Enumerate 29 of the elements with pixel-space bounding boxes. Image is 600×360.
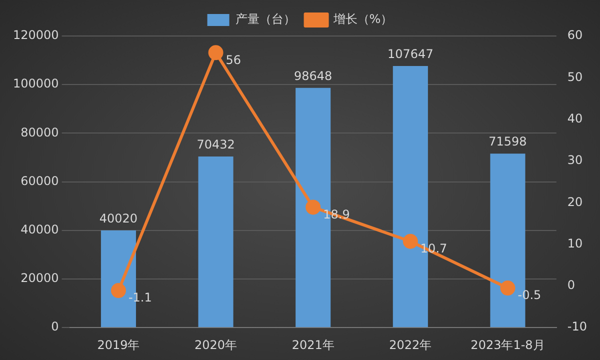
legend-label: 产量（台） [235, 12, 296, 26]
data-label: 70432 [196, 138, 235, 152]
y2-tick-label: 20 [567, 194, 583, 209]
x-tick-label: 2023年1-8月 [470, 338, 545, 352]
y2-tick-label: -10 [567, 320, 588, 334]
data-label: 107647 [388, 47, 434, 62]
data-label: 98648 [294, 69, 332, 84]
y2-tick-label: 60 [567, 28, 583, 42]
y2-tick-label: 40 [567, 111, 583, 126]
x-tick-label: 2019年 [97, 338, 140, 352]
x-tick-label: 2020年 [194, 338, 238, 352]
y-tick-label: 60000 [20, 174, 59, 188]
x-tick-label: 2021年 [292, 338, 334, 352]
data-label: 18.9 [323, 207, 350, 222]
y2-tick-label: 0 [567, 278, 576, 292]
y2-tick-label: 30 [567, 153, 583, 168]
y-tick-label: 120000 [12, 28, 59, 42]
data-label: 40020 [99, 211, 138, 226]
y-tick-label: 40000 [20, 222, 59, 237]
y2-tick-label: 10 [567, 236, 583, 250]
legend-label: 增长（%） [332, 12, 393, 26]
y-tick-label: 100000 [12, 76, 59, 91]
y-tick-label: 80000 [20, 125, 59, 140]
y-tick-label: 0 [51, 320, 59, 334]
data-label: 56 [226, 52, 242, 67]
y2-tick-label: 50 [567, 70, 583, 84]
x-tick-label: 2022年 [389, 338, 432, 352]
data-label: 71598 [488, 134, 527, 149]
y-tick-label: 20000 [20, 271, 59, 286]
